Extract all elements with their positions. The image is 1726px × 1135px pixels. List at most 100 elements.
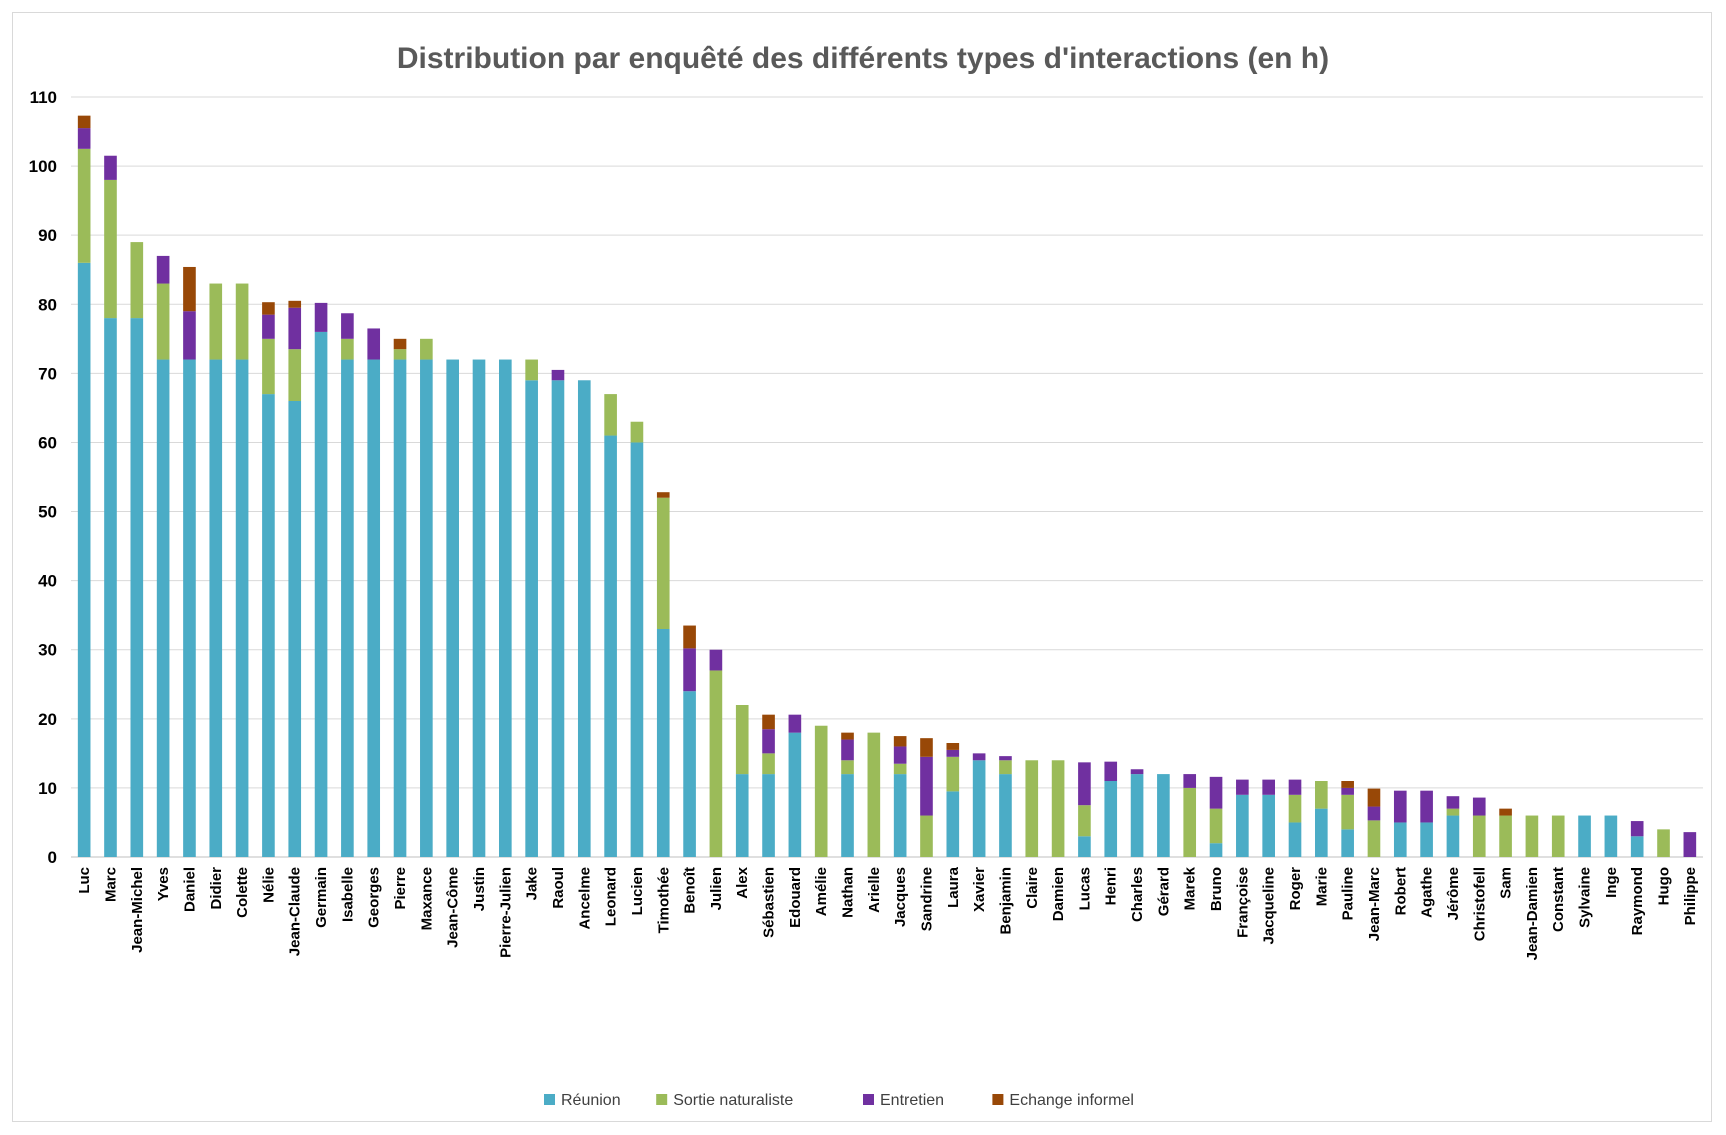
x-tick-label: Gérard bbox=[1155, 867, 1172, 916]
x-tick-label: Roger bbox=[1287, 867, 1304, 911]
bar-segment bbox=[1367, 820, 1381, 857]
bar-segment bbox=[999, 760, 1012, 775]
y-tick-label: 70 bbox=[38, 364, 57, 383]
bar-segment bbox=[1341, 787, 1354, 795]
bar-segment bbox=[1630, 821, 1644, 837]
bar-segment bbox=[1315, 781, 1328, 809]
bar-segment bbox=[367, 328, 381, 360]
bar-segment bbox=[1551, 815, 1565, 857]
x-tick-label: Jean-Marc bbox=[1366, 867, 1383, 941]
x-tick-label: Julien bbox=[708, 867, 725, 910]
bar-segment bbox=[1525, 815, 1539, 857]
bar-segment bbox=[656, 629, 670, 857]
x-tick-label: Marc bbox=[102, 867, 119, 902]
chart-svg: Distribution par enquêté des différents … bbox=[29, 42, 1703, 1109]
bar-segment bbox=[1499, 808, 1512, 816]
bar-segment bbox=[1315, 808, 1328, 857]
bar-segment bbox=[262, 394, 275, 857]
bar-segment bbox=[77, 262, 91, 857]
bar-segment bbox=[235, 283, 249, 360]
bar-segment bbox=[156, 283, 170, 360]
x-tick-label: Marie bbox=[1313, 867, 1330, 906]
x-tick-label: Bruno bbox=[1208, 867, 1225, 911]
bar-segment bbox=[183, 266, 196, 312]
bar-segment bbox=[1420, 822, 1433, 857]
y-tick-label: 30 bbox=[38, 641, 57, 660]
y-tick-label: 60 bbox=[38, 433, 57, 452]
bar-segment bbox=[1341, 781, 1354, 788]
x-tick-label: Luc bbox=[76, 867, 93, 894]
bar-segment bbox=[130, 242, 144, 319]
bar-segment bbox=[1472, 815, 1486, 857]
bar-segment bbox=[104, 179, 117, 319]
bar-segment bbox=[1025, 760, 1039, 857]
legend-label: Sortie naturaliste bbox=[673, 1092, 793, 1109]
bar-segment bbox=[709, 649, 723, 671]
bar-segment bbox=[867, 732, 881, 857]
bar-segment bbox=[735, 774, 749, 857]
bar-segment bbox=[841, 732, 854, 740]
bar-segment bbox=[841, 739, 854, 761]
bar-segment bbox=[920, 815, 933, 857]
bar-segment bbox=[525, 380, 538, 857]
x-tick-label: Pauline bbox=[1340, 867, 1357, 920]
x-tick-label: Isabelle bbox=[339, 867, 356, 922]
bar-segment bbox=[735, 705, 749, 775]
x-tick-label: Lucas bbox=[1076, 867, 1093, 910]
x-tick-label: Pierre bbox=[392, 867, 409, 910]
bar-segment bbox=[1341, 829, 1354, 857]
x-tick-label: Jean-Damien bbox=[1524, 867, 1541, 960]
bar-segment bbox=[814, 725, 828, 857]
x-tick-label: Arielle bbox=[866, 867, 883, 913]
x-tick-label: Sébastien bbox=[761, 867, 778, 938]
x-tick-label: Pierre-Julien bbox=[497, 867, 514, 958]
bar-segment bbox=[77, 148, 91, 263]
x-tick-label: Lucien bbox=[629, 867, 646, 915]
chart-frame: Distribution par enquêté des différents … bbox=[12, 12, 1712, 1122]
bar-segment bbox=[1183, 774, 1197, 788]
bar-segment bbox=[551, 380, 565, 857]
bar-segment bbox=[946, 743, 960, 750]
bar-segment bbox=[788, 732, 802, 857]
bar-segment bbox=[1078, 836, 1091, 857]
x-tick-label: Marek bbox=[1182, 866, 1199, 910]
bar-segment bbox=[999, 756, 1012, 761]
bar-segment bbox=[1078, 805, 1091, 837]
x-tick-label: Xavier bbox=[971, 867, 988, 912]
bar-segment bbox=[1393, 822, 1407, 857]
y-tick-label: 50 bbox=[38, 503, 57, 522]
x-tick-label: Amélie bbox=[813, 867, 830, 916]
x-tick-label: Jean-Claude bbox=[287, 867, 304, 956]
bar-segment bbox=[1367, 806, 1381, 821]
x-tick-label: Philippe bbox=[1682, 867, 1699, 925]
bar-segment bbox=[630, 421, 644, 443]
x-tick-label: Timothée bbox=[655, 867, 672, 933]
bar-segment bbox=[893, 736, 907, 747]
bar-segment bbox=[1104, 761, 1118, 781]
bar-segment bbox=[446, 359, 459, 857]
x-tick-label: Alex bbox=[734, 866, 751, 898]
x-tick-label: Hugo bbox=[1656, 867, 1673, 905]
bar-segment bbox=[1104, 781, 1118, 857]
y-axis-ticks: 0 10 20 30 40 50 60 70 80 90 100 110 bbox=[29, 88, 57, 867]
bar-segment bbox=[499, 359, 512, 857]
legend-swatch bbox=[863, 1094, 874, 1105]
y-tick-label: 90 bbox=[38, 226, 57, 245]
bar-segment bbox=[1683, 832, 1697, 857]
bar-segment bbox=[1130, 769, 1144, 775]
x-tick-label: Georges bbox=[366, 867, 383, 928]
bar-segment bbox=[1446, 808, 1460, 816]
legend-label: Réunion bbox=[561, 1092, 621, 1109]
x-tick-label: Benoît bbox=[682, 867, 699, 914]
bar-segment bbox=[314, 331, 328, 858]
bar-segment bbox=[577, 380, 591, 857]
bar-segment bbox=[1262, 794, 1275, 857]
x-tick-label: Claire bbox=[1024, 867, 1041, 909]
x-tick-label: Didier bbox=[208, 867, 225, 910]
bar-segment bbox=[130, 318, 144, 857]
bar-segment bbox=[341, 338, 354, 360]
legend-label: Echange informel bbox=[1009, 1092, 1134, 1109]
bar-segment bbox=[288, 401, 302, 857]
bar-segment bbox=[1078, 762, 1091, 806]
bar-segment bbox=[1183, 787, 1197, 857]
